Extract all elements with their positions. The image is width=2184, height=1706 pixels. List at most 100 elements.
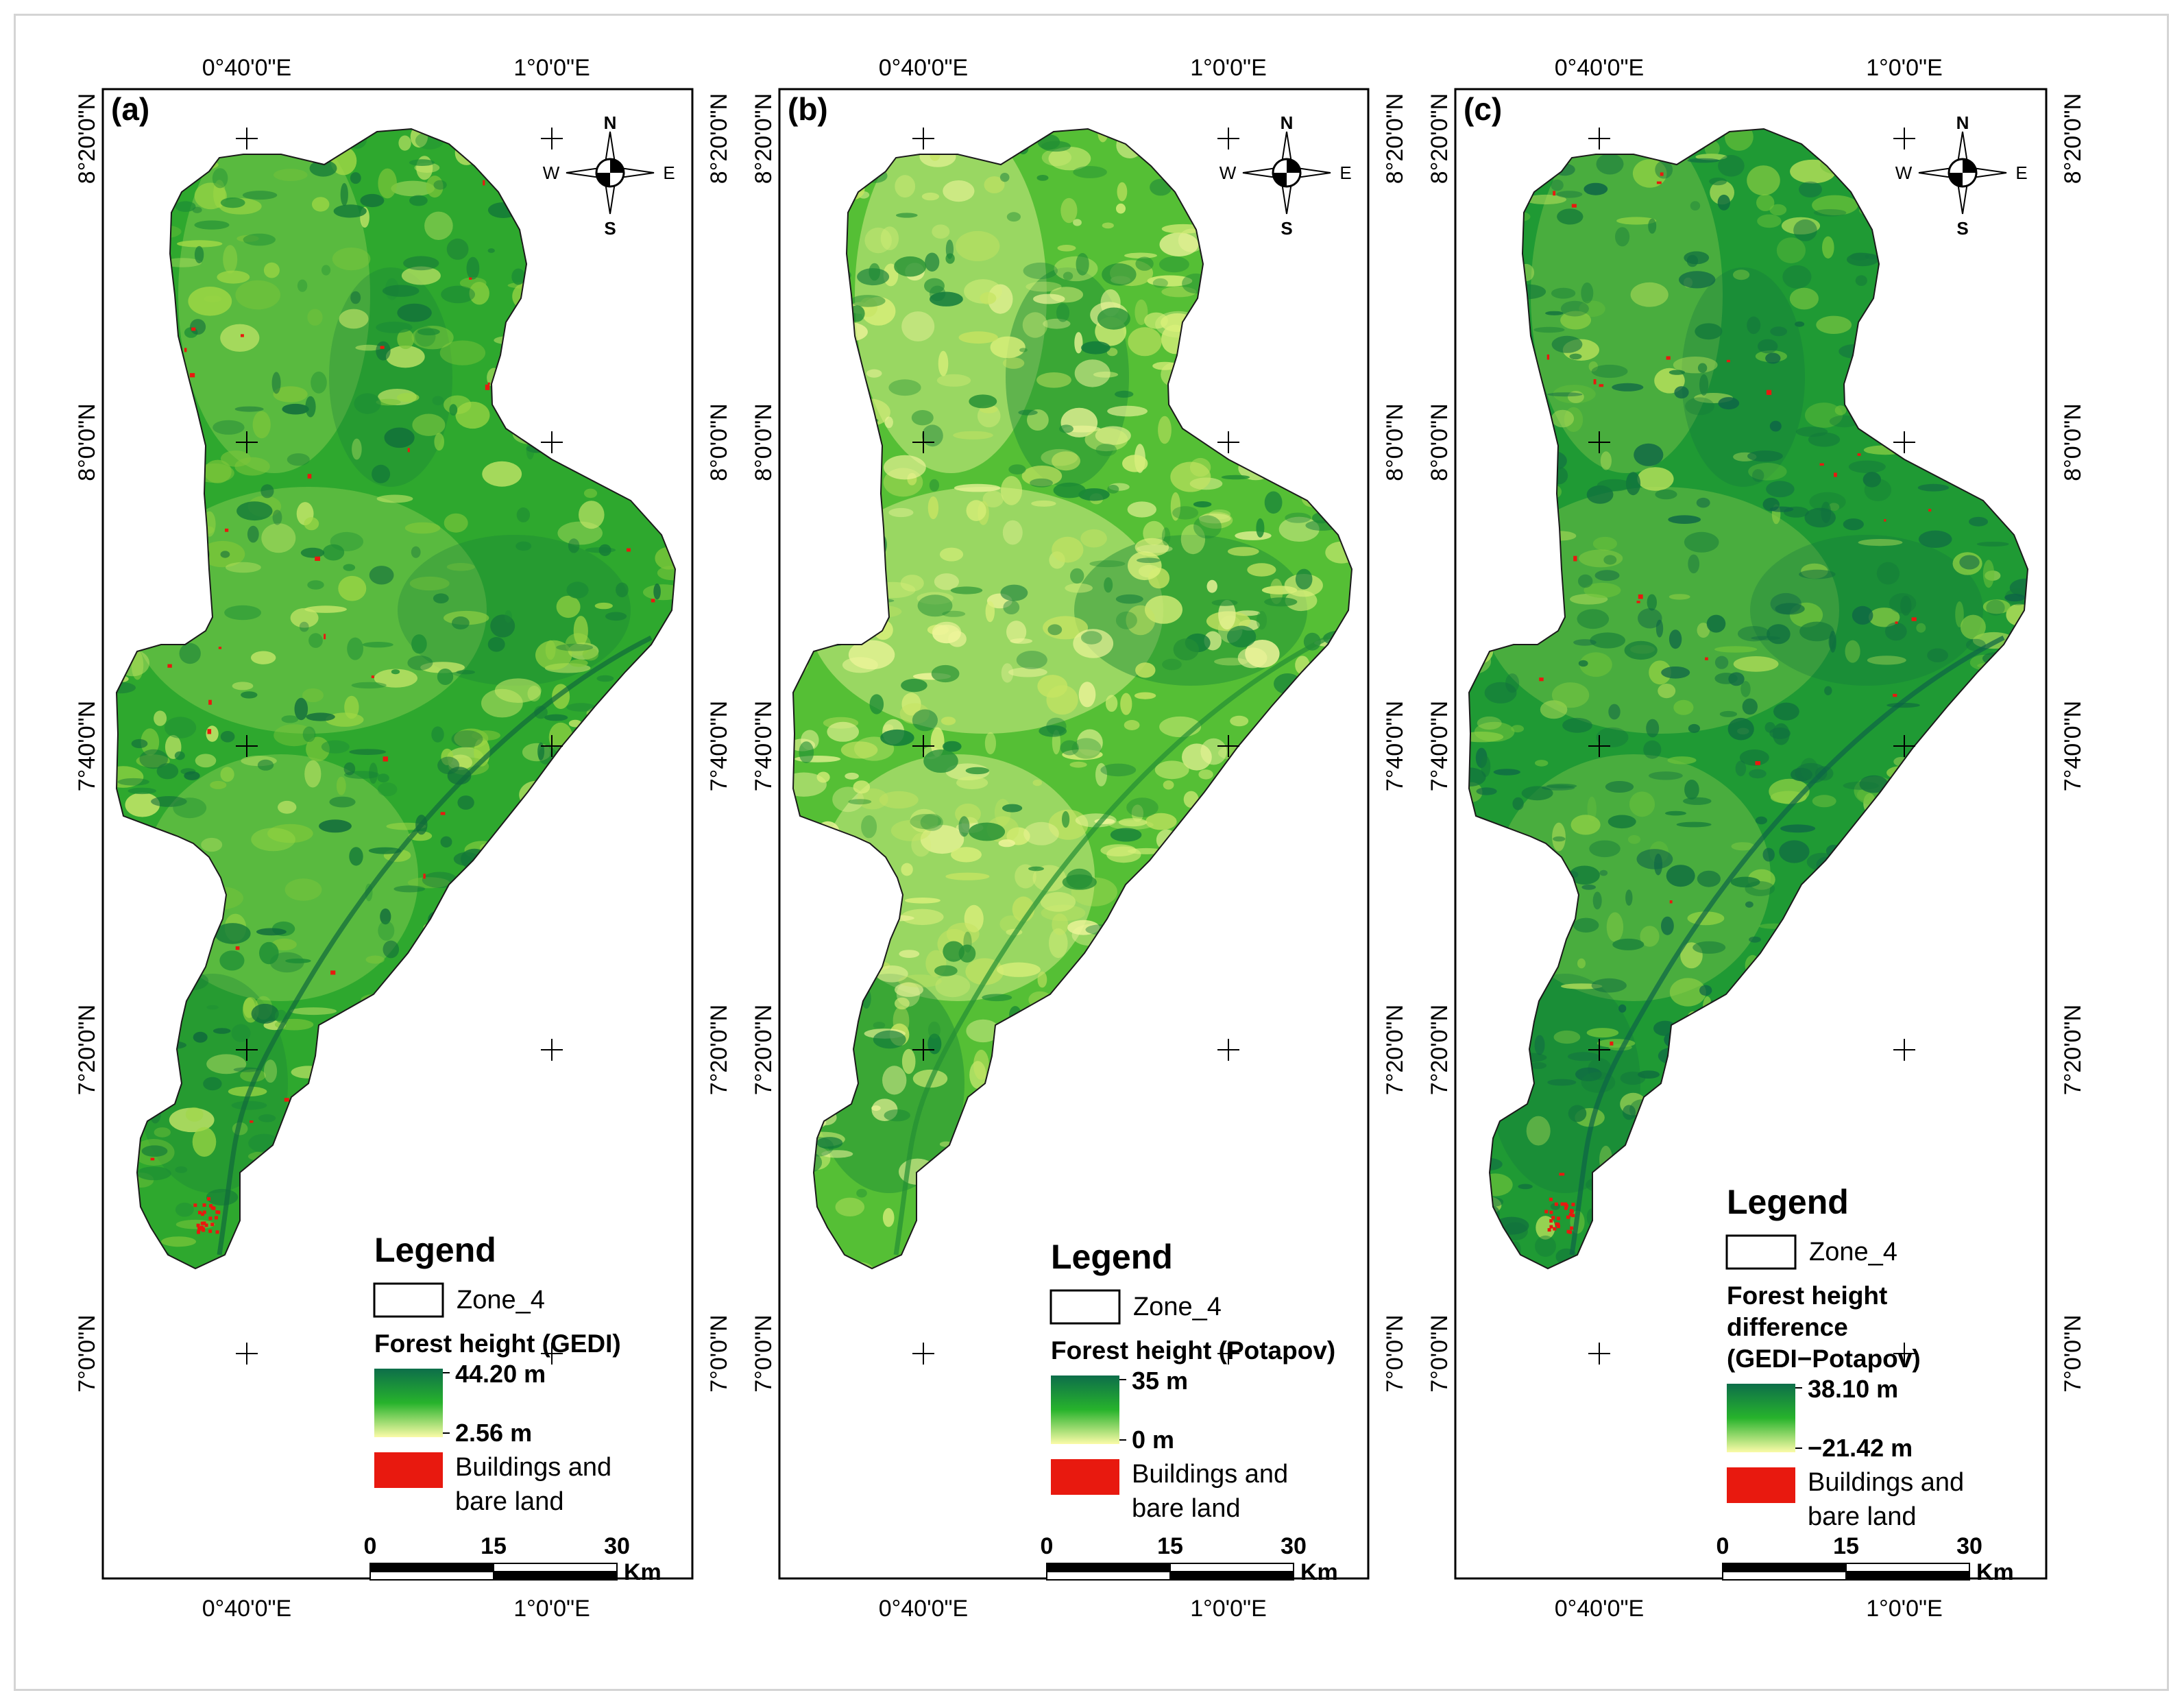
graticule-cross xyxy=(541,128,563,149)
color-ramp xyxy=(1727,1384,1795,1452)
map-panel-potapov: 0°40'0"E 0°40'0"E 1°0'0"E 1°0'0"E 8°20'0"N 8°… xyxy=(751,55,1408,1622)
graticule-cross xyxy=(541,431,563,453)
graticule-cross xyxy=(236,128,258,149)
lat-label-right: 8°20'0"N xyxy=(2060,93,2086,184)
figure-frame xyxy=(14,14,2169,1691)
compass-s: S xyxy=(1956,218,1968,239)
bare-label: Buildings and xyxy=(455,1453,611,1482)
graticule-cross xyxy=(236,431,258,453)
map-panel-diff: 0°40'0"E 0°40'0"E 1°0'0"E 1°0'0"E 8°20'0"N 8°… xyxy=(1427,55,2086,1622)
ramp-min-label: 2.56 m xyxy=(455,1419,532,1447)
map-panel-gedi: 0°40'0"E 0°40'0"E 1°0'0"E 1°0'0"E 8°20'0"N 8°… xyxy=(74,55,732,1622)
graticule-cross xyxy=(1588,128,1610,149)
scale-tick: 15 xyxy=(481,1533,507,1559)
zone-4-boundary xyxy=(792,128,1353,1270)
zone-swatch xyxy=(1049,1289,1121,1325)
lat-label-left: 7°0'0"N xyxy=(1427,1314,1453,1392)
bare-label: Buildings and xyxy=(1132,1460,1288,1489)
compass-s: S xyxy=(1281,218,1292,239)
river-channel xyxy=(893,635,1329,1256)
lat-label-right: 7°40'0"N xyxy=(2060,701,2086,791)
lon-label-bottom: 0°40'0"E xyxy=(202,1596,291,1622)
ramp-max-label: 44.20 m xyxy=(455,1360,546,1388)
graticule-cross xyxy=(1217,735,1239,757)
lon-label-top: 1°0'0"E xyxy=(1866,55,1943,81)
river-channel xyxy=(1569,635,2005,1256)
graticule-cross xyxy=(912,735,934,757)
lon-label-top: 0°40'0"E xyxy=(879,55,968,81)
graticule-cross xyxy=(236,735,258,757)
graticule-cross xyxy=(1893,1039,1915,1061)
ramp-min-label: −21.42 m xyxy=(1808,1434,1913,1462)
compass-w: W xyxy=(1220,163,1237,183)
lat-label-right: 7°20'0"N xyxy=(706,1005,732,1095)
layer-title: (GEDI−Potapov) xyxy=(1727,1345,1921,1373)
scale-unit: Km xyxy=(624,1559,662,1585)
graticule-cross xyxy=(1217,1039,1239,1061)
lat-label-right: 7°0'0"N xyxy=(706,1314,732,1392)
graticule-cross xyxy=(1588,1343,1610,1365)
compass-n: N xyxy=(604,112,617,133)
legend: Legend Zone_4 Forest height (GEDI)44.20 m 2… xyxy=(373,1231,621,1516)
lat-label-left: 8°20'0"N xyxy=(74,93,100,184)
compass-n: N xyxy=(1956,112,1969,133)
lat-label-right: 7°0'0"N xyxy=(1382,1314,1408,1392)
ramp-min-label: 0 m xyxy=(1132,1426,1174,1454)
lat-label-left: 7°20'0"N xyxy=(74,1005,100,1095)
graticule-cross xyxy=(912,1343,934,1365)
scale-unit: Km xyxy=(1976,1559,2014,1585)
scale-tick: 30 xyxy=(1956,1533,1982,1559)
lat-label-right: 7°40'0"N xyxy=(706,701,732,791)
scale-tick: 0 xyxy=(1041,1533,1054,1559)
scale-tick: 30 xyxy=(604,1533,630,1559)
ramp-max-label: 35 m xyxy=(1132,1367,1188,1395)
graticule-cross xyxy=(541,1343,563,1365)
lat-label-left: 7°20'0"N xyxy=(751,1005,777,1095)
graticule-cross xyxy=(236,1039,258,1061)
lat-label-right: 7°20'0"N xyxy=(2060,1005,2086,1095)
scale-unit: Km xyxy=(1300,1559,1338,1585)
graticule-cross xyxy=(1217,128,1239,149)
lat-label-left: 7°40'0"N xyxy=(1427,701,1453,791)
legend: Legend Zone_4 Forest height difference (GEDI… xyxy=(1725,1183,1964,1531)
zone-4-boundary xyxy=(115,128,677,1270)
bare-label: bare land xyxy=(1808,1502,1916,1531)
bare-label: bare land xyxy=(1132,1494,1240,1523)
color-ramp xyxy=(1051,1375,1119,1444)
lat-label-left: 8°20'0"N xyxy=(1427,93,1453,184)
compass-e: E xyxy=(2015,163,2027,183)
north-arrow-icon xyxy=(1242,131,1331,215)
graticule-cross xyxy=(1893,735,1915,757)
scale-tick: 15 xyxy=(1833,1533,1859,1559)
north-arrow-icon xyxy=(1918,131,2007,215)
bare-land-swatch xyxy=(1727,1467,1795,1503)
color-ramp xyxy=(374,1369,443,1437)
zone-label: Zone_4 xyxy=(1809,1238,1897,1266)
graticule-cross xyxy=(1588,431,1610,453)
graticule-cross xyxy=(1893,431,1915,453)
lat-label-right: 8°0'0"N xyxy=(1382,403,1408,481)
lat-label-left: 7°0'0"N xyxy=(751,1314,777,1392)
graticule-cross xyxy=(912,431,934,453)
graticule-cross xyxy=(541,735,563,757)
graticule-cross xyxy=(541,1039,563,1061)
lat-label-left: 8°0'0"N xyxy=(1427,403,1453,481)
zone-4-boundary xyxy=(1468,128,2029,1270)
lat-label-left: 7°0'0"N xyxy=(74,1314,100,1392)
scale-tick: 30 xyxy=(1281,1533,1307,1559)
layer-title: Forest height (Potapov) xyxy=(1051,1336,1335,1365)
panel-letter: (b) xyxy=(788,91,828,127)
legend-title: Legend xyxy=(374,1231,496,1269)
zone-swatch xyxy=(1725,1234,1797,1270)
ramp-max-label: 38.10 m xyxy=(1808,1375,1898,1403)
lat-label-right: 8°20'0"N xyxy=(1382,93,1408,184)
lat-label-left: 7°40'0"N xyxy=(74,701,100,791)
lat-label-right: 7°40'0"N xyxy=(1382,701,1408,791)
lat-label-left: 7°20'0"N xyxy=(1427,1005,1453,1095)
panel-letter: (c) xyxy=(1464,91,1502,127)
legend-title: Legend xyxy=(1051,1238,1173,1276)
